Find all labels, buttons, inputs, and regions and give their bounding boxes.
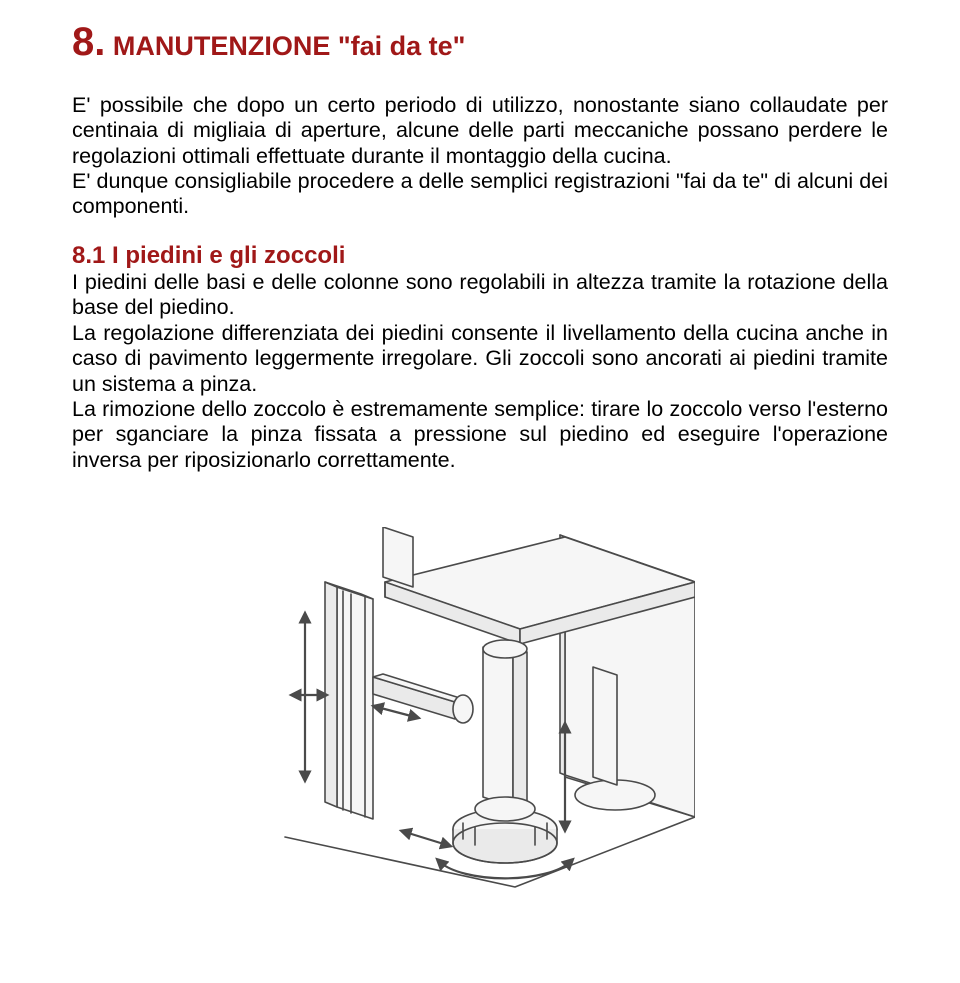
body-p2: La regolazione differenziata dei piedini…	[72, 321, 888, 396]
section-heading: 8. MANUTENZIONE "fai da te"	[72, 20, 888, 65]
subheading-title: I piedini e gli zoccoli	[105, 242, 345, 269]
subsection: 8.1 I piedini e gli zoccoli I piedini de…	[72, 242, 888, 473]
plinth-diagram	[265, 527, 695, 897]
intro-text-1: E' possibile che dopo un certo periodo d…	[72, 93, 888, 168]
intro-text-2: E' dunque consigliabile procedere a dell…	[72, 169, 888, 218]
intro-paragraph: E' possibile che dopo un certo periodo d…	[72, 93, 888, 220]
body-p1: I piedini delle basi e delle colonne son…	[72, 270, 888, 319]
heading-number: 8.	[72, 20, 105, 64]
heading-title: MANUTENZIONE "fai da te"	[105, 31, 465, 61]
figure-container	[72, 527, 888, 902]
body-p3: La rimozione dello zoccolo è estremament…	[72, 397, 888, 472]
subheading-number: 8.1	[72, 242, 105, 269]
